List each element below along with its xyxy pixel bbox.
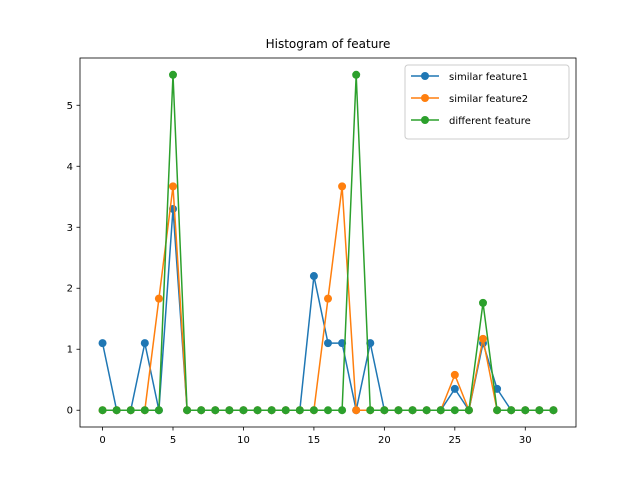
data-point bbox=[324, 406, 332, 415]
y-tick-label: 4 bbox=[67, 162, 73, 173]
data-point bbox=[140, 406, 149, 415]
data-point bbox=[366, 406, 375, 415]
data-point bbox=[493, 406, 502, 415]
data-point bbox=[324, 294, 332, 303]
data-point bbox=[394, 406, 403, 415]
data-point bbox=[436, 406, 445, 415]
legend-entry: similar feature2 bbox=[411, 94, 528, 105]
data-point bbox=[154, 406, 163, 415]
axes-frame bbox=[79, 57, 577, 428]
data-point bbox=[450, 384, 459, 393]
data-point bbox=[450, 370, 459, 379]
legend-label: similar feature1 bbox=[449, 72, 528, 83]
data-point bbox=[253, 406, 262, 415]
legend-box bbox=[404, 64, 570, 140]
data-point bbox=[408, 406, 417, 415]
data-point bbox=[338, 406, 347, 415]
y-tick-label: 3 bbox=[67, 223, 73, 234]
legend-label: different feature bbox=[449, 116, 531, 127]
x-tick-label: 5 bbox=[170, 435, 176, 446]
data-point bbox=[422, 406, 431, 415]
data-point bbox=[154, 294, 163, 303]
data-point bbox=[521, 406, 530, 415]
legend-label: similar feature2 bbox=[449, 94, 528, 105]
data-point bbox=[464, 406, 473, 415]
x-tick-label: 15 bbox=[308, 435, 321, 446]
series-3 bbox=[98, 70, 558, 415]
data-point bbox=[507, 406, 516, 415]
data-point bbox=[112, 406, 121, 415]
data-point bbox=[338, 182, 347, 191]
data-point bbox=[535, 406, 544, 415]
y-tick-label: 1 bbox=[67, 345, 73, 356]
data-point bbox=[352, 406, 361, 415]
axes: 0 5 10 15 20 25 30 0 1 2 3 4 5 bbox=[67, 57, 577, 446]
legend-marker bbox=[421, 116, 429, 124]
legend-entry: different feature bbox=[411, 116, 531, 127]
data-point bbox=[479, 298, 487, 307]
data-point bbox=[211, 406, 220, 415]
data-point bbox=[352, 70, 361, 79]
data-point bbox=[281, 406, 290, 415]
x-tick-label: 10 bbox=[237, 435, 250, 446]
legend-marker bbox=[421, 94, 429, 102]
data-point bbox=[239, 406, 248, 415]
data-point bbox=[450, 406, 459, 415]
data-point bbox=[225, 406, 234, 415]
data-point bbox=[324, 339, 332, 348]
data-point bbox=[169, 70, 177, 79]
data-point bbox=[98, 406, 107, 415]
data-point bbox=[183, 406, 192, 415]
legend-entry: similar feature1 bbox=[411, 72, 528, 83]
data-point bbox=[309, 406, 318, 415]
data-point bbox=[126, 406, 135, 415]
x-tick-label: 0 bbox=[99, 435, 105, 446]
legend: similar feature1 similar feature2 differen… bbox=[404, 64, 570, 140]
x-tick-label: 25 bbox=[448, 435, 461, 446]
data-point bbox=[267, 406, 276, 415]
data-point bbox=[380, 406, 389, 415]
y-tick-label: 2 bbox=[67, 284, 73, 295]
legend-marker bbox=[421, 72, 429, 80]
data-point bbox=[98, 339, 107, 348]
data-point bbox=[309, 272, 318, 281]
x-tick-label: 30 bbox=[519, 435, 532, 446]
data-point bbox=[197, 406, 206, 415]
y-tick-label: 5 bbox=[67, 101, 73, 112]
y-tick-label: 0 bbox=[67, 406, 73, 417]
data-point bbox=[295, 406, 304, 415]
data-point bbox=[549, 406, 558, 415]
data-point bbox=[140, 339, 149, 348]
data-point bbox=[479, 334, 487, 343]
x-tick-label: 20 bbox=[378, 435, 391, 446]
plot-area bbox=[98, 70, 558, 415]
chart-title: Histogram of feature bbox=[266, 37, 391, 51]
data-point bbox=[169, 182, 177, 191]
